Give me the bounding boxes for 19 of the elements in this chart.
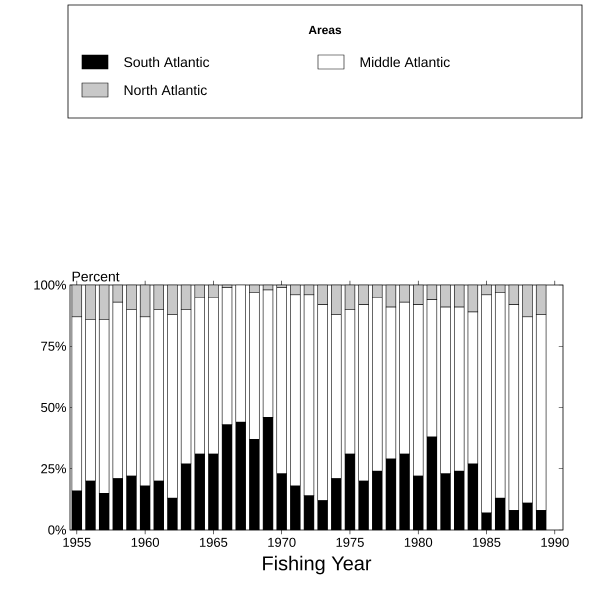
x-tick-label: 1965 [200, 538, 228, 547]
x-tick-label: 1990 [541, 538, 569, 547]
legend-title: Areas [308, 26, 342, 34]
legend-label: South Atlantic [124, 56, 210, 68]
x-tick-label: 1970 [268, 538, 296, 547]
y-tick-label: 75% [41, 342, 66, 351]
legend-label: North Atlantic [124, 84, 207, 96]
x-tick-label: 1955 [63, 538, 91, 547]
y-tick-label: 50% [41, 402, 66, 412]
x-tick-label: 1975 [336, 538, 364, 547]
y-tick-label: 100% [34, 280, 66, 290]
x-axis-title: Fishing Year [263, 556, 372, 574]
y-tick-label: 25% [41, 464, 66, 474]
y-axis-title: Percent [72, 272, 120, 282]
legend-label: Middle Atlantic [360, 56, 450, 68]
x-tick-label: 1985 [473, 538, 500, 547]
x-tick-label: 1980 [404, 538, 432, 547]
y-tick-label: 0% [48, 525, 66, 535]
x-tick-label: 1960 [132, 538, 160, 547]
